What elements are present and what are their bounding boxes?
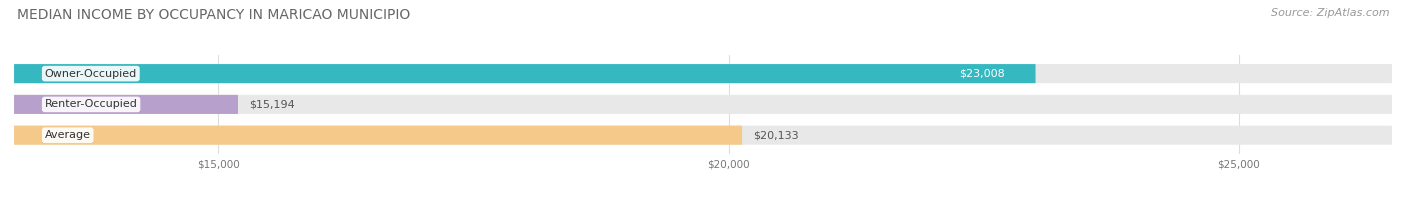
Text: $15,194: $15,194 (249, 99, 295, 109)
FancyBboxPatch shape (14, 126, 742, 145)
FancyBboxPatch shape (14, 64, 1036, 83)
Text: $20,133: $20,133 (754, 130, 799, 140)
Text: Source: ZipAtlas.com: Source: ZipAtlas.com (1271, 8, 1389, 18)
FancyBboxPatch shape (14, 64, 1392, 83)
Text: MEDIAN INCOME BY OCCUPANCY IN MARICAO MUNICIPIO: MEDIAN INCOME BY OCCUPANCY IN MARICAO MU… (17, 8, 411, 22)
Text: Average: Average (45, 130, 90, 140)
FancyBboxPatch shape (14, 126, 1392, 145)
Text: Renter-Occupied: Renter-Occupied (45, 99, 138, 109)
FancyBboxPatch shape (14, 95, 238, 114)
FancyBboxPatch shape (14, 95, 1392, 114)
Text: $23,008: $23,008 (959, 69, 1005, 79)
Text: Owner-Occupied: Owner-Occupied (45, 69, 136, 79)
